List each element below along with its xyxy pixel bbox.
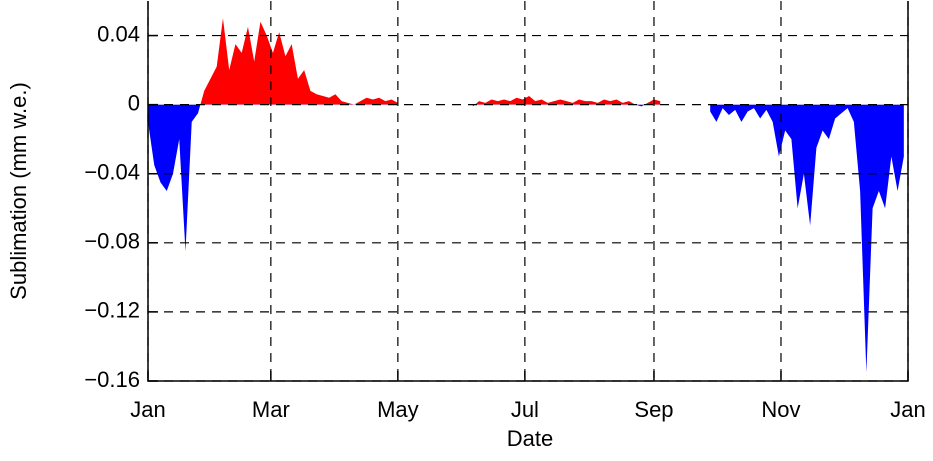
x-axis-label: Date: [507, 426, 553, 451]
x-tick-label: Mar: [252, 397, 290, 422]
x-tick-label: Jan: [890, 397, 925, 422]
x-tick-label: May: [377, 397, 419, 422]
x-tick-label: Jul: [511, 397, 539, 422]
y-tick-label: −0.08: [84, 229, 140, 254]
axes-frame: [147, 1, 909, 382]
y-tick-label: −0.04: [84, 160, 140, 185]
y-axis-label: Sublimation (mm w.e.): [6, 82, 31, 300]
x-tick-label: Nov: [761, 397, 800, 422]
positive-area: [148, 18, 904, 105]
y-tick-label: 0.04: [97, 21, 140, 46]
y-tick-label: −0.12: [84, 298, 140, 323]
y-tick-label: −0.16: [84, 367, 140, 392]
x-tick-label: Sep: [634, 397, 673, 422]
x-tick-label: Jan: [130, 397, 165, 422]
y-tick-label: 0: [128, 90, 140, 115]
negative-area: [148, 104, 904, 373]
